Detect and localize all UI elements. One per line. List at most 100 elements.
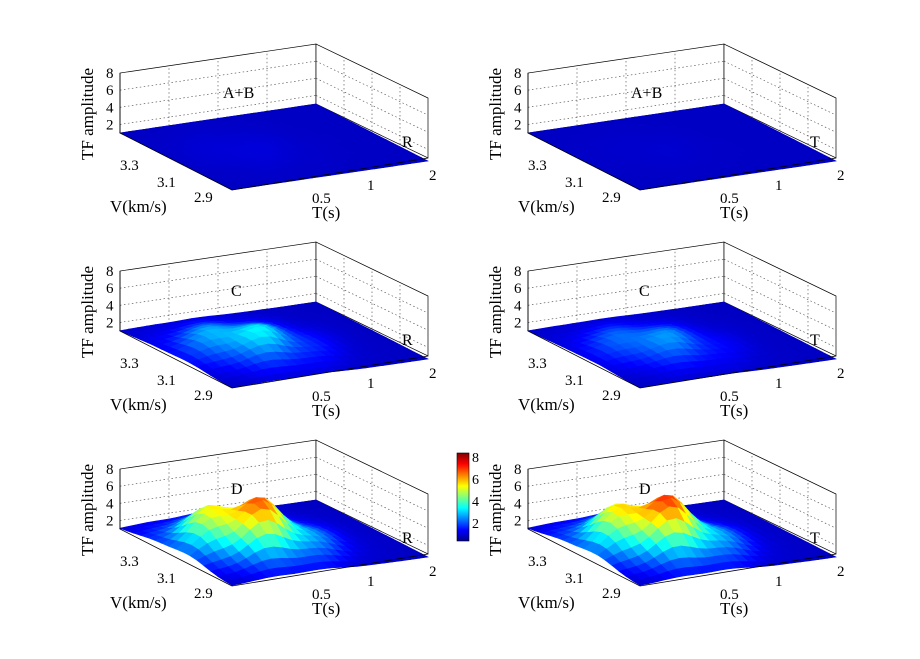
z-tick-label: 2 [514,315,522,331]
v-tick-label: 3.3 [120,554,139,570]
panel-label: C [639,283,650,300]
z-axis-label: TF amplitude [78,266,97,358]
t-tick-label: 1 [775,178,783,194]
panel-label: A+B [631,85,662,102]
grid-line [315,95,429,150]
v-tick-label: 3.3 [120,158,139,174]
v-tick-label: 2.9 [602,190,621,206]
t-axis-label: T(s) [720,401,748,420]
z-tick-label: 4 [106,496,114,512]
z-tick-label: 8 [106,264,114,280]
t-tick-label: 2 [429,366,437,382]
t-axis-line [639,355,837,389]
grid-line [119,60,317,91]
v-axis-label: V(km/s) [518,395,575,414]
grid-line [527,275,725,306]
z-tick-label: 6 [106,83,114,99]
z-tick-label: 8 [106,462,114,478]
grid-line [527,95,725,125]
grid-line [723,474,837,529]
t-axis-line [639,157,837,191]
t-tick-label: 1 [775,574,783,590]
surface-facet [411,355,429,361]
z-tick-label: 4 [106,298,114,314]
grid-line [723,293,837,348]
v-axis-line [119,528,233,587]
grid-line [119,473,317,504]
colorbar: 8 6 4 2 [456,451,479,542]
z-tick-label: 8 [106,66,114,82]
surface-facet [411,553,429,559]
v-tick-label: 3.1 [157,175,176,191]
panel-label: D [639,481,651,498]
v-axis-label: V(km/s) [518,197,575,216]
grid-line [315,258,429,314]
colorbar-tick: 4 [472,495,479,510]
t-axis-line [639,553,837,587]
z-axis-label: TF amplitude [78,464,97,556]
t-axis-label: T(s) [312,599,340,618]
z-axis-label: TF amplitude [486,464,505,556]
t-axis-label: T(s) [720,203,748,222]
z-axis-label: TF amplitude [486,266,505,358]
component-label: T [810,134,820,151]
surface [119,103,429,191]
grid-line [315,293,429,348]
z-tick-label: 6 [106,281,114,297]
z-tick-label: 6 [514,281,522,297]
v-tick-label: 3.1 [565,571,584,587]
component-label: R [402,530,413,547]
v-tick-label: 2.9 [194,190,213,206]
t-tick-label: 2 [429,564,437,580]
t-tick-label: 1 [775,376,783,392]
v-axis-line [527,528,641,587]
surface [527,301,837,389]
component-label: T [810,332,820,349]
z-tick-label: 2 [514,117,522,133]
surface-facet [819,355,837,361]
panel-label: A+B [223,85,254,102]
grid-line [723,276,837,331]
panel-label: D [231,481,243,498]
t-tick-label: 2 [837,168,845,184]
grid-line [315,474,429,529]
t-tick-label: 0.5 [720,389,739,405]
t-axis-label: T(s) [312,401,340,420]
z-tick-label: 8 [514,462,522,478]
v-tick-label: 2.9 [194,388,213,404]
grid-line [527,77,725,108]
z-tick-label: 4 [514,496,522,512]
grid-line [723,456,837,512]
v-tick-label: 3.1 [565,373,584,389]
grid-line [723,95,837,150]
surface [526,494,837,586]
t-axis-label: T(s) [720,599,748,618]
grid-line [723,78,837,133]
grid-line [119,491,317,521]
t-axis-line [231,355,429,389]
v-tick-label: 3.3 [120,356,139,372]
t-tick-label: 2 [429,168,437,184]
t-tick-label: 2 [837,564,845,580]
v-tick-label: 3.1 [565,175,584,191]
z-axis-label: TF amplitude [78,68,97,160]
z-tick-label: 2 [106,315,114,331]
v-tick-label: 3.3 [528,158,547,174]
grid-line [119,95,317,125]
grid-line [119,456,317,487]
t-tick-label: 0.5 [720,587,739,603]
t-tick-label: 0.5 [312,389,331,405]
grid-line [315,276,429,331]
grid-line [723,258,837,314]
z-tick-label: 4 [514,100,522,116]
v-axis-line [527,132,641,191]
v-axis-label: V(km/s) [110,593,167,612]
t-tick-label: 2 [837,366,845,382]
v-tick-label: 2.9 [602,586,621,602]
